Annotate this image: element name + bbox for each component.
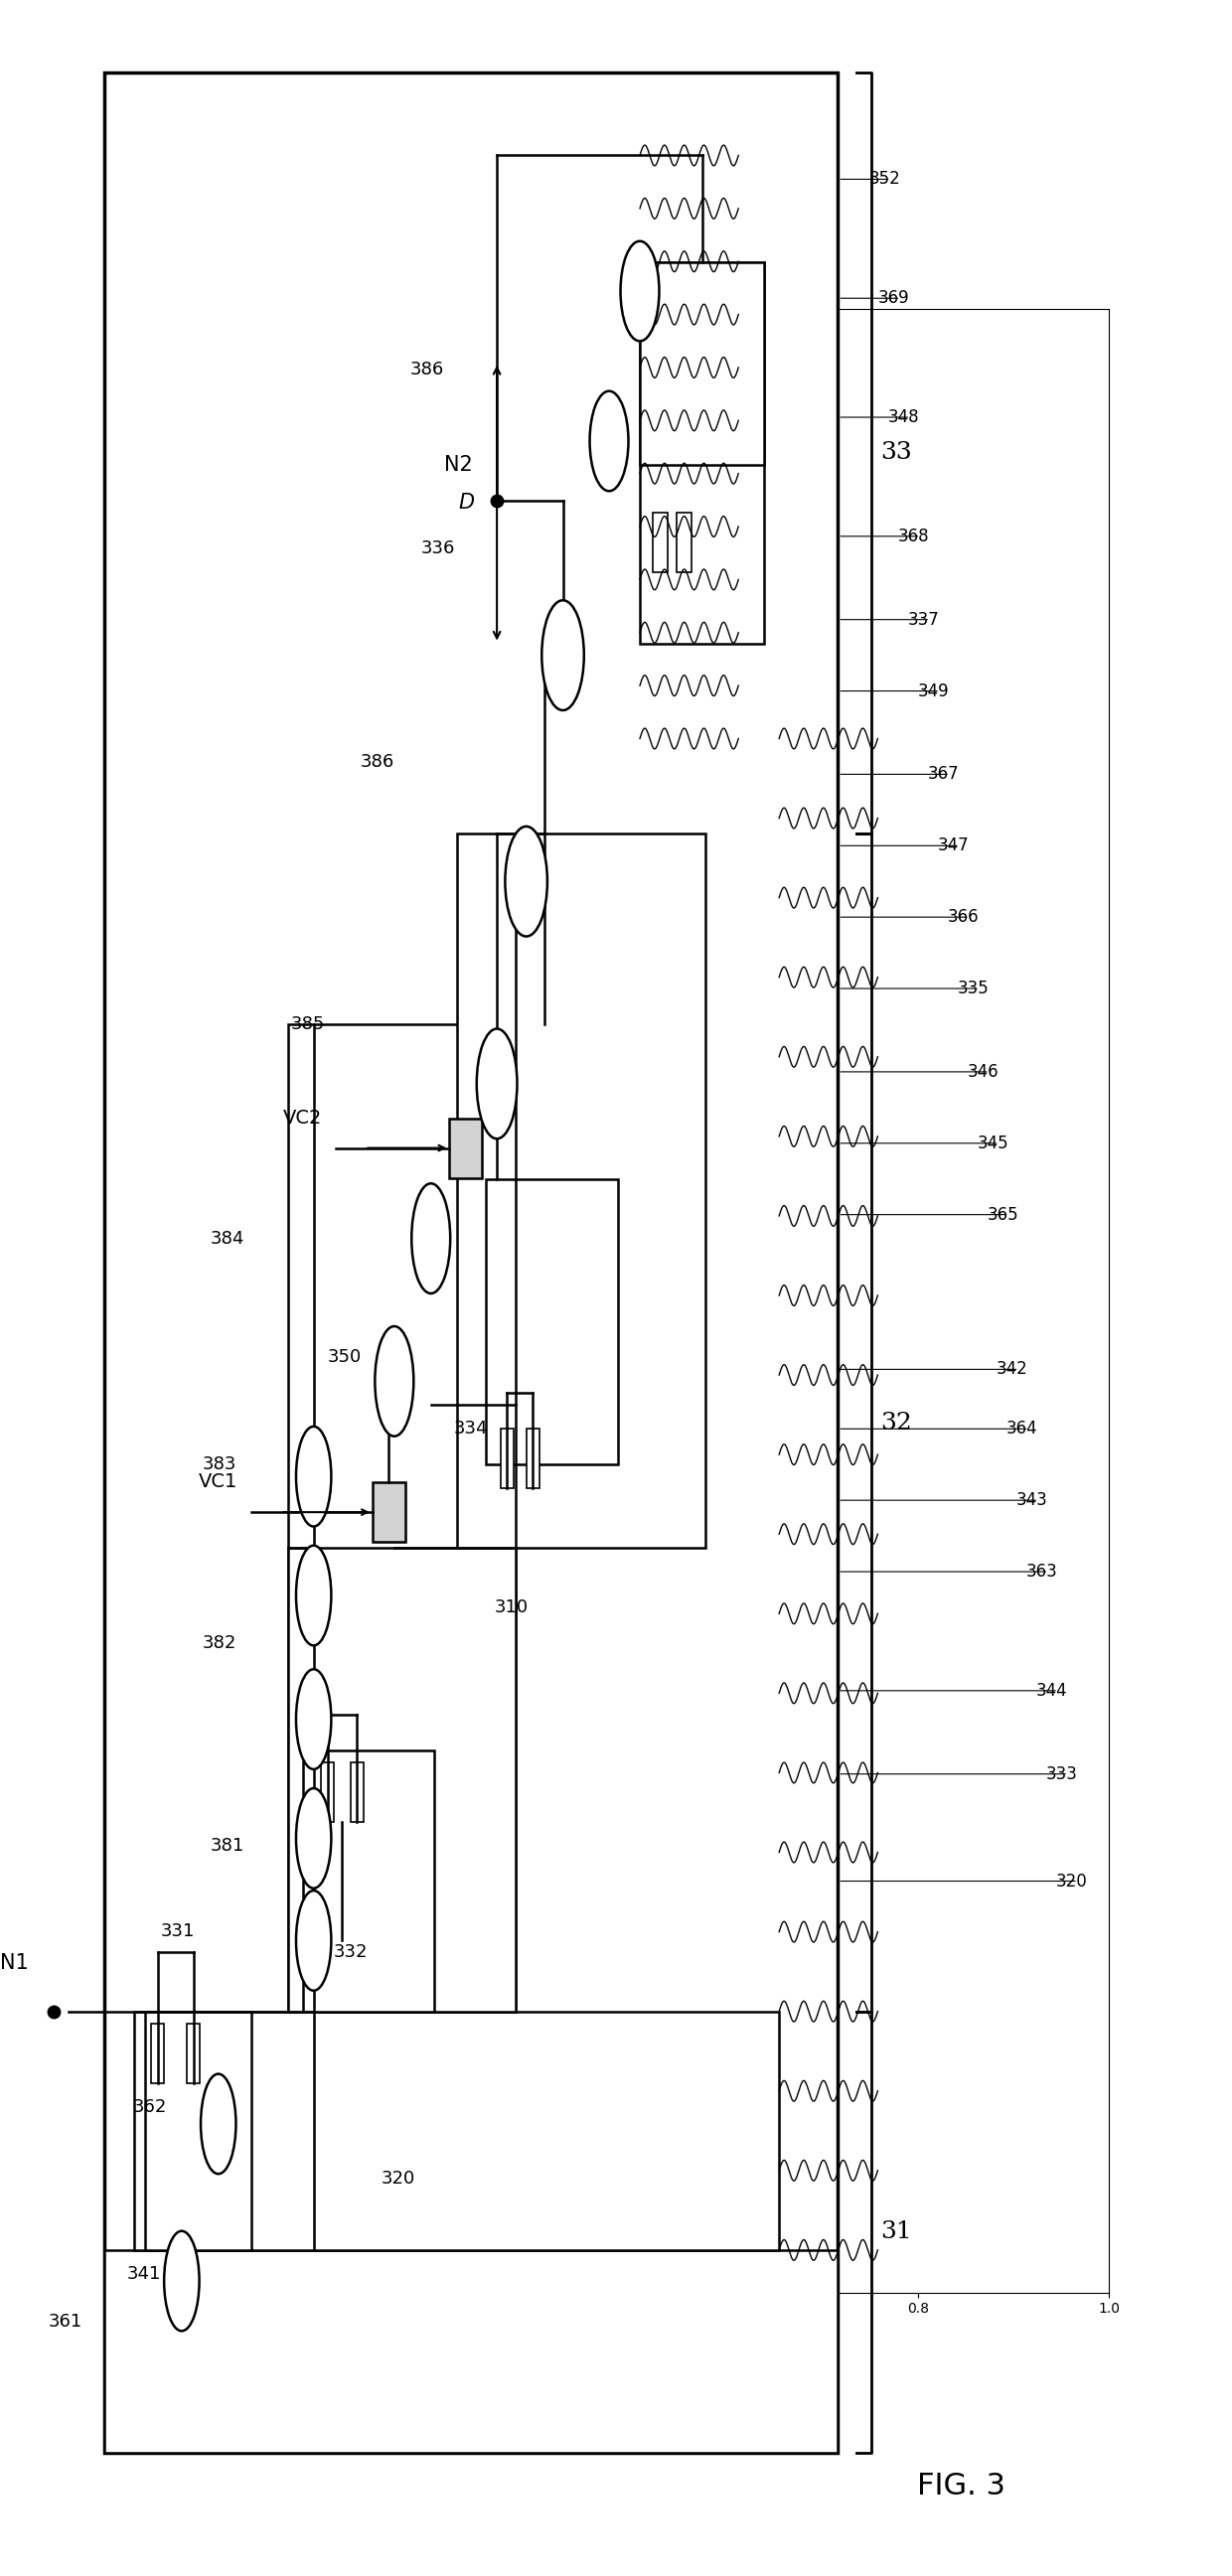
Text: 320: 320 — [1056, 1873, 1088, 1891]
Bar — [457, 835, 706, 1548]
Text: 368: 368 — [898, 528, 930, 546]
Text: 361: 361 — [49, 2313, 83, 2331]
Text: 310: 310 — [494, 1600, 529, 1615]
Ellipse shape — [590, 392, 628, 492]
Text: 337: 337 — [908, 611, 940, 629]
Text: 347: 347 — [938, 837, 970, 855]
Ellipse shape — [411, 1182, 450, 1293]
Bar — [526, 1430, 540, 1489]
Text: 363: 363 — [1026, 1564, 1058, 1582]
Text: 350: 350 — [328, 1347, 361, 1365]
Text: 349: 349 — [918, 683, 950, 701]
Text: N1: N1 — [0, 1953, 28, 1973]
Text: 348: 348 — [888, 410, 920, 425]
Bar — [653, 513, 668, 572]
Ellipse shape — [542, 600, 584, 711]
Bar — [450, 1118, 482, 1177]
Bar — [134, 2012, 779, 2249]
Bar — [372, 1481, 405, 1543]
Ellipse shape — [296, 1427, 331, 1528]
Text: FIG. 3: FIG. 3 — [917, 2470, 1005, 2501]
Text: 32: 32 — [881, 1412, 913, 1435]
Text: 342: 342 — [997, 1360, 1029, 1378]
Text: 333: 333 — [1046, 1765, 1078, 1783]
Ellipse shape — [621, 242, 659, 340]
Ellipse shape — [164, 2231, 200, 2331]
Bar — [639, 263, 764, 464]
Bar — [303, 1749, 435, 2012]
Ellipse shape — [296, 1546, 331, 1646]
Text: 346: 346 — [967, 1064, 999, 1082]
Text: 331: 331 — [161, 1922, 195, 1940]
Bar — [639, 263, 764, 644]
Bar — [500, 1430, 514, 1489]
Ellipse shape — [296, 1788, 331, 1888]
Text: 366: 366 — [947, 909, 979, 925]
Text: 381: 381 — [209, 1837, 244, 1855]
Text: 334: 334 — [455, 1419, 488, 1437]
Bar — [105, 2249, 838, 2452]
Bar — [145, 2012, 251, 2249]
Text: 336: 336 — [421, 538, 456, 556]
Bar — [150, 2025, 164, 2084]
Text: 382: 382 — [202, 1633, 237, 1651]
Ellipse shape — [296, 1891, 331, 1991]
Ellipse shape — [505, 827, 547, 938]
Text: 385: 385 — [291, 1015, 325, 1033]
Text: 365: 365 — [987, 1206, 1019, 1224]
Text: 364: 364 — [1007, 1419, 1039, 1437]
Text: 320: 320 — [381, 2169, 415, 2187]
Bar — [350, 1762, 363, 1821]
Text: 31: 31 — [881, 2221, 913, 2244]
Ellipse shape — [375, 1327, 414, 1437]
Bar — [676, 513, 691, 572]
Ellipse shape — [296, 1669, 331, 1770]
Text: 386: 386 — [360, 752, 394, 770]
Text: N2: N2 — [444, 456, 472, 474]
Text: 386: 386 — [410, 361, 445, 379]
Text: 341: 341 — [127, 2264, 161, 2282]
Text: 367: 367 — [928, 765, 960, 783]
Text: 362: 362 — [133, 2099, 168, 2115]
Text: 344: 344 — [1036, 1682, 1068, 1700]
Text: VC2: VC2 — [283, 1108, 323, 1128]
Bar — [187, 2025, 200, 2084]
Text: VC1: VC1 — [198, 1473, 238, 1492]
Ellipse shape — [477, 1028, 517, 1139]
Text: 384: 384 — [209, 1229, 244, 1247]
Text: 345: 345 — [977, 1133, 1009, 1151]
Bar — [322, 1762, 334, 1821]
Text: 369: 369 — [878, 289, 910, 307]
Ellipse shape — [201, 2074, 237, 2174]
Bar — [105, 72, 838, 2452]
Text: 352: 352 — [869, 170, 901, 188]
Bar — [288, 1025, 515, 2012]
Text: 335: 335 — [957, 979, 989, 997]
Text: 343: 343 — [1016, 1492, 1048, 1510]
Text: 383: 383 — [202, 1455, 237, 1473]
Text: D: D — [458, 492, 474, 513]
Bar — [485, 1180, 618, 1466]
Text: 33: 33 — [881, 440, 913, 464]
Text: 332: 332 — [333, 1942, 367, 1960]
Bar — [288, 1548, 515, 2012]
